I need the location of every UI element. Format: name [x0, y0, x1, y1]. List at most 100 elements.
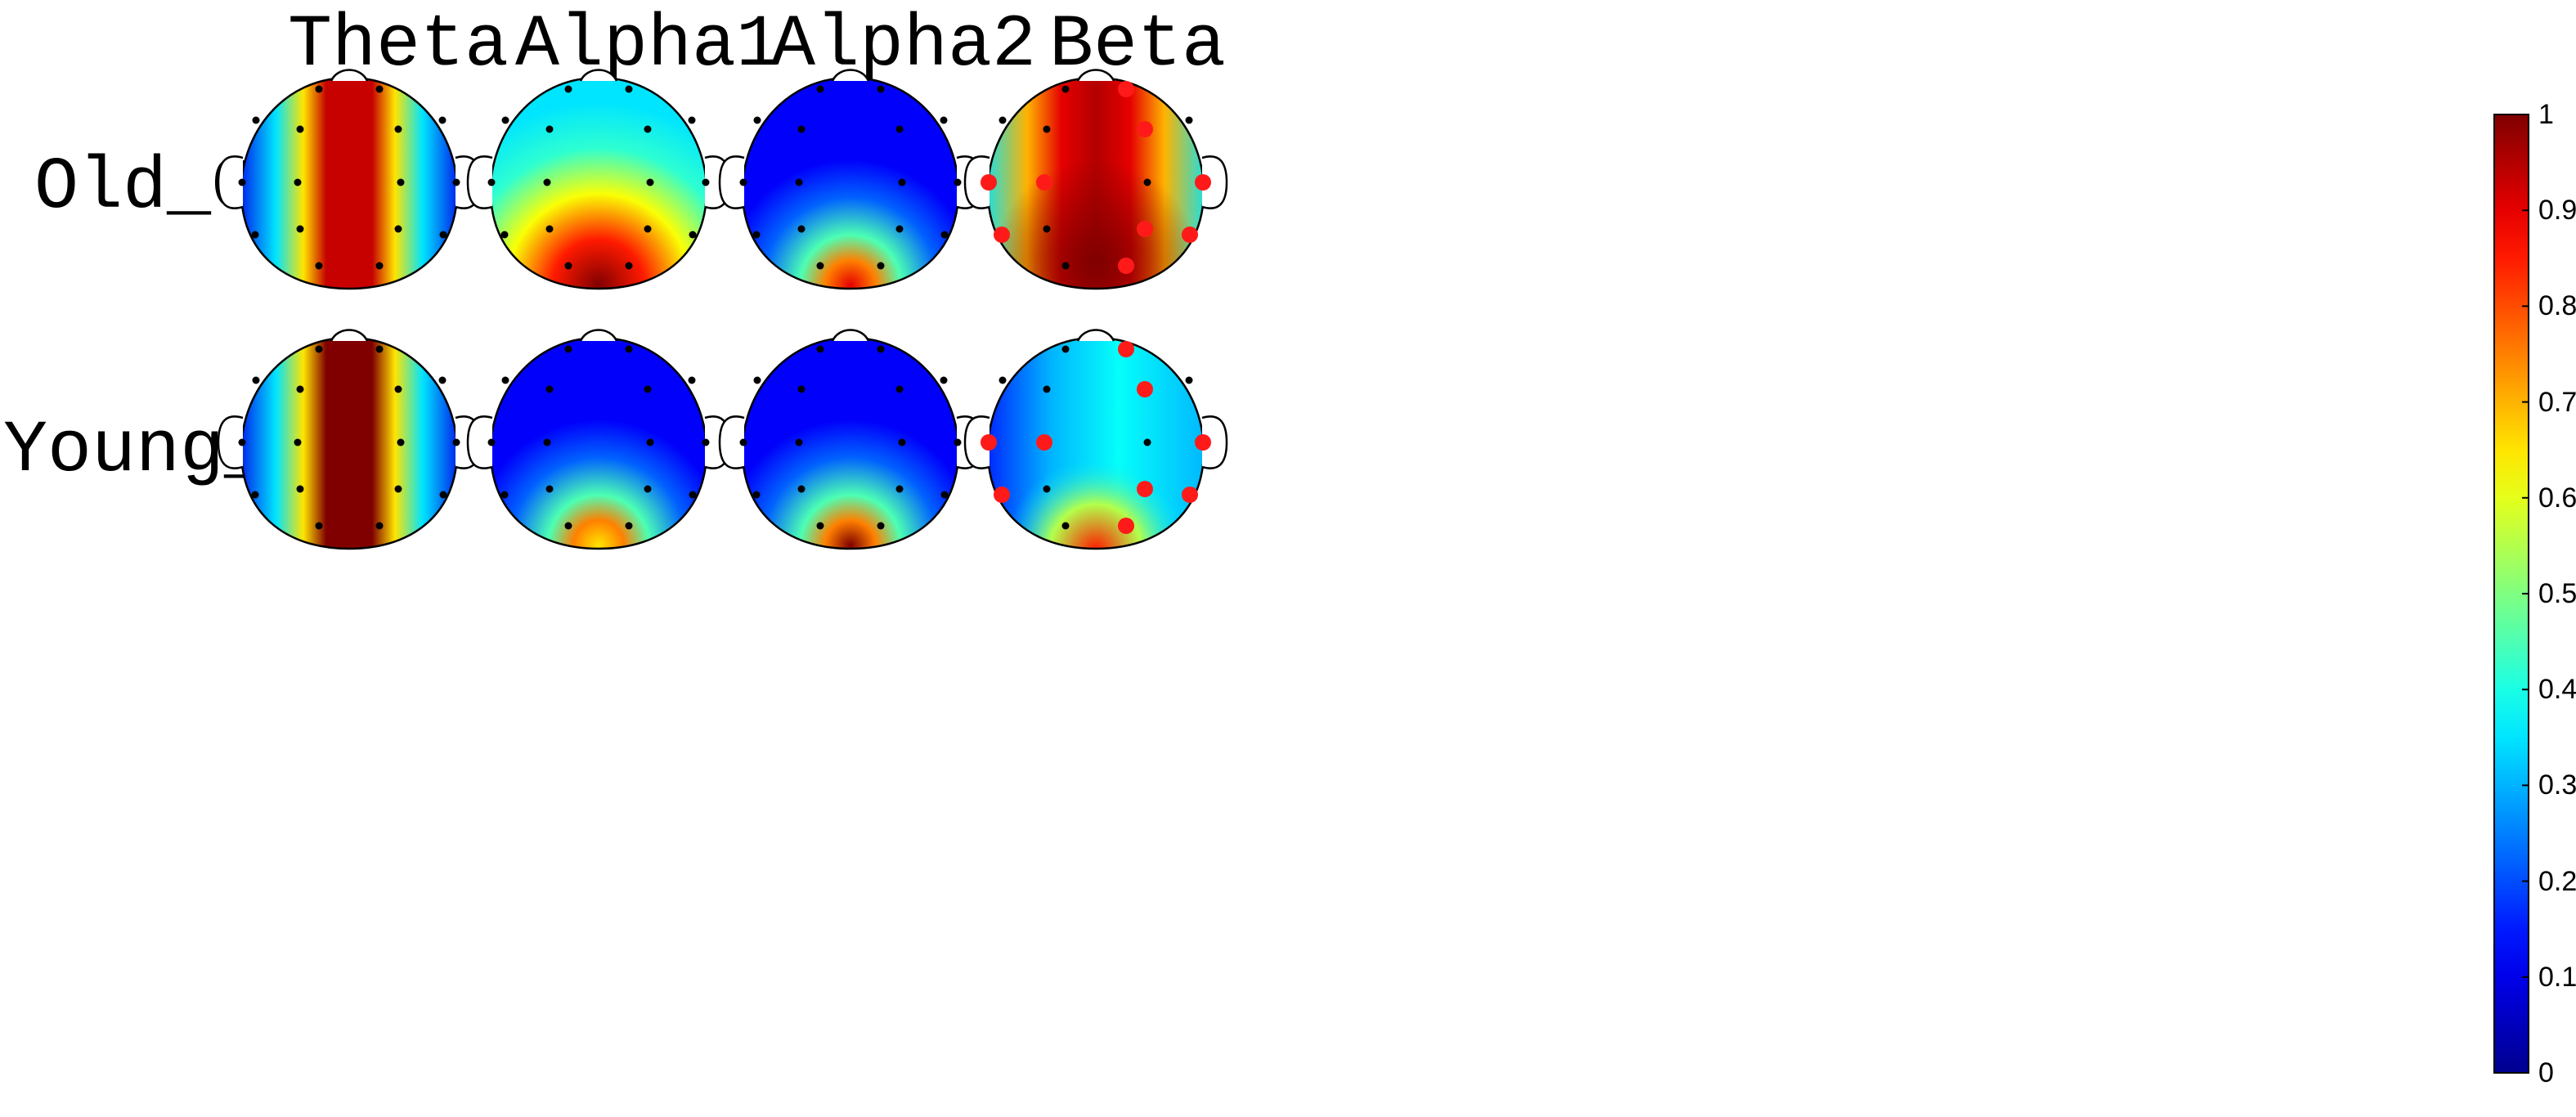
electrode-dot: [238, 438, 246, 446]
electrode-dot: [646, 178, 654, 186]
colorbar-tick-label: 0.9: [2538, 195, 2576, 227]
colorbar-tick-label: 0.3: [2538, 769, 2576, 801]
topomap-old-gad-alpha2: [718, 69, 983, 290]
electrode-dot: [1043, 125, 1051, 133]
column-title-alpha2: Alpha2: [771, 4, 1037, 87]
electrode-dot: [543, 178, 551, 186]
electrode-dot: [394, 485, 402, 493]
electrode-dot: [545, 225, 554, 233]
electrode-dot: [545, 385, 554, 393]
electrode-dot: [296, 485, 304, 493]
electrode-dot: [1061, 85, 1070, 93]
electrode-dot: [1043, 485, 1051, 493]
colorbar-tick-label: 0.4: [2538, 674, 2576, 706]
electrode-dot: [315, 262, 323, 270]
electrode-dot: [375, 85, 384, 93]
electrode-dot: [439, 231, 447, 239]
electrode-dot: [644, 485, 652, 493]
electrode-dot: [452, 178, 460, 186]
electrode-dot: [625, 522, 633, 530]
electrode-dot: [487, 438, 496, 446]
significant-electrode: [1137, 381, 1153, 397]
electrode-dot: [644, 125, 652, 133]
electrode-dot: [394, 385, 402, 393]
electrode-dot: [294, 438, 302, 446]
electrode-dot: [501, 376, 509, 384]
electrode-dot: [296, 225, 304, 233]
electrode-dot: [816, 85, 824, 93]
significant-electrode: [1137, 121, 1153, 137]
electrode-dot: [452, 438, 460, 446]
significant-electrode: [1118, 341, 1134, 357]
significant-electrode: [994, 487, 1010, 503]
electrode-dot: [238, 178, 246, 186]
electrode-dot: [394, 125, 402, 133]
topomap-young-gad-theta: [217, 329, 482, 550]
electrode-dot: [753, 116, 761, 124]
electrode-dot: [898, 438, 906, 446]
significant-electrode: [994, 227, 1010, 243]
electrode-dot: [816, 262, 824, 270]
electrode-dot: [644, 225, 652, 233]
significant-electrode: [981, 174, 997, 191]
electrode-dot: [940, 231, 949, 239]
electrode-dot: [954, 178, 962, 186]
significant-electrode: [1118, 518, 1134, 534]
significant-electrode: [1137, 221, 1153, 237]
electrode-dot: [296, 125, 304, 133]
electrode-dot: [543, 438, 551, 446]
electrode-dot: [795, 438, 803, 446]
electrode-dot: [564, 85, 572, 93]
electrode-dot: [688, 116, 696, 124]
electrode-dot: [1061, 262, 1070, 270]
electrode-dot: [625, 85, 633, 93]
electrode-dot: [999, 116, 1007, 124]
electrode-dot: [545, 125, 554, 133]
electrode-dot: [296, 385, 304, 393]
electrode-dot: [545, 485, 554, 493]
electrode-dot: [251, 231, 259, 239]
significant-electrode: [1118, 81, 1134, 97]
electrode-dot: [564, 345, 572, 353]
significant-electrode: [1036, 434, 1052, 451]
electrode-dot: [1061, 522, 1070, 530]
electrode-dot: [1185, 376, 1193, 384]
electrode-dot: [797, 225, 806, 233]
electrode-dot: [252, 376, 260, 384]
electrode-dot: [895, 385, 904, 393]
column-title-theta: Theta: [288, 4, 509, 87]
electrode-dot: [397, 438, 405, 446]
topomap-young-gad-alpha2: [718, 329, 983, 550]
electrode-dot: [315, 85, 323, 93]
electrode-dot: [797, 125, 806, 133]
electrode-dot: [487, 178, 496, 186]
electrode-dot: [438, 116, 447, 124]
electrode-dot: [752, 491, 761, 499]
electrode-dot: [816, 345, 824, 353]
electrode-dot: [1143, 178, 1151, 186]
electrode-dot: [397, 178, 405, 186]
electrode-dot: [954, 438, 962, 446]
electrode-dot: [501, 116, 509, 124]
column-title-alpha1: Alpha1: [515, 4, 781, 87]
electrode-dot: [753, 376, 761, 384]
electrode-dot: [644, 385, 652, 393]
electrode-dot: [688, 376, 696, 384]
electrode-dot: [252, 116, 260, 124]
electrode-dot: [895, 225, 904, 233]
colorbar-tick-label: 0.1: [2538, 961, 2576, 993]
significant-electrode: [1036, 174, 1052, 191]
electrode-dot: [394, 225, 402, 233]
topomap-young-gad-beta: [963, 329, 1228, 550]
electrode-dot: [689, 491, 697, 499]
electrode-dot: [739, 178, 747, 186]
electrode-dot: [877, 522, 885, 530]
significant-electrode: [1195, 434, 1211, 451]
significant-electrode: [1118, 258, 1134, 274]
electrode-dot: [702, 438, 710, 446]
electrode-dot: [877, 85, 885, 93]
significant-electrode: [1182, 227, 1198, 243]
electrode-dot: [646, 438, 654, 446]
electrode-dot: [315, 345, 323, 353]
